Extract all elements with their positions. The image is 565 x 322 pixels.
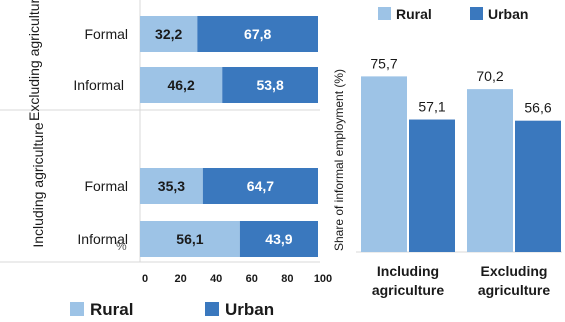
legend-label-urban: Urban — [488, 6, 528, 22]
group-label-excluding-agriculture: Excluding agriculture — [26, 0, 42, 121]
legend-swatch-rural — [70, 302, 84, 316]
bar-segment-urban — [222, 67, 318, 103]
legend-swatch-urban — [205, 302, 219, 316]
x-tick-label: 20 — [174, 273, 186, 285]
group-label-including-agriculture: Including agriculture — [30, 122, 46, 248]
category-label: Formal — [84, 26, 128, 42]
data-label: 75,7 — [370, 55, 397, 71]
x-tick-label: 60 — [246, 273, 258, 285]
category-label-line1: Excluding — [481, 263, 548, 279]
category-label: Informal — [73, 77, 124, 93]
data-label: 43,9 — [265, 231, 292, 247]
bar-segment-rural — [140, 16, 198, 52]
right-bars: 75,7 57,1 70,2 56,6 — [361, 55, 561, 252]
x-axis-unit-label: % — [116, 239, 127, 253]
data-label: 35,3 — [158, 178, 185, 194]
bar-segment-urban — [202, 168, 318, 204]
data-label: 32,2 — [155, 26, 182, 42]
bar-rural — [467, 89, 513, 252]
y-axis-label: Share of informal employment (%) — [332, 69, 346, 251]
left-chart: Excluding agriculture Including agricult… — [0, 0, 332, 319]
data-label: 64,7 — [247, 178, 274, 194]
legend-label-urban: Urban — [225, 300, 274, 319]
data-label: 57,1 — [418, 99, 445, 115]
x-tick-label: 80 — [281, 273, 293, 285]
right-chart: Rural Urban Share of informal employment… — [332, 6, 562, 298]
left-bars: 32,2 67,8 46,2 53,8 35,3 64,7 56,1 43,9 — [140, 16, 318, 257]
right-legend: Rural Urban — [378, 6, 528, 22]
category-label-line2: agriculture — [478, 282, 551, 298]
data-label: 67,8 — [244, 26, 271, 42]
bar-rural — [361, 76, 407, 252]
legend-swatch-rural — [378, 7, 391, 20]
x-tick-label: 0 — [142, 273, 148, 285]
bar-segment-rural — [140, 168, 203, 204]
bar-urban — [515, 120, 561, 252]
data-label: 70,2 — [476, 68, 503, 84]
category-label: Formal — [84, 178, 128, 194]
x-tick-label: 40 — [210, 273, 222, 285]
category-label: Informal — [77, 231, 128, 247]
data-label: 46,2 — [167, 77, 194, 93]
data-label: 56,1 — [176, 231, 203, 247]
category-label-line2: agriculture — [372, 282, 445, 298]
legend-label-rural: Rural — [90, 300, 133, 319]
x-tick-label: 100 — [314, 273, 332, 285]
bar-urban — [409, 119, 455, 252]
data-label: 56,6 — [524, 100, 551, 116]
left-x-ticks: 0 20 40 60 80 100 — [142, 273, 332, 285]
bar-segment-rural — [140, 221, 240, 257]
data-label: 53,8 — [256, 77, 283, 93]
bar-segment-urban — [239, 221, 318, 257]
legend-label-rural: Rural — [396, 6, 432, 22]
category-label-line1: Including — [377, 263, 439, 279]
bar-segment-rural — [140, 67, 223, 103]
legend-swatch-urban — [470, 7, 483, 20]
bar-segment-urban — [197, 16, 318, 52]
left-legend: Rural Urban — [70, 300, 274, 319]
